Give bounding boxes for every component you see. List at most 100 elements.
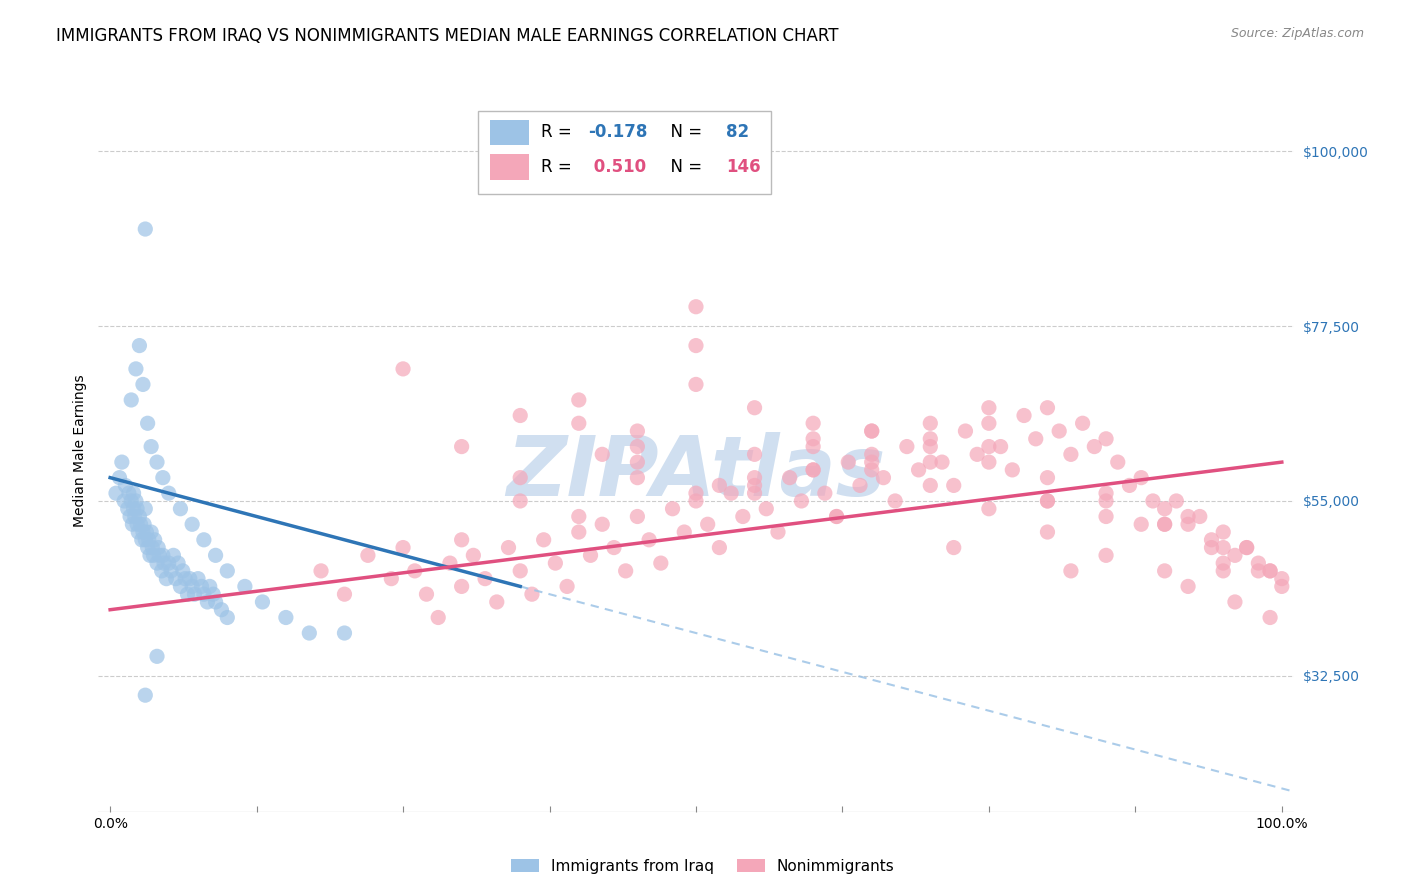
Point <box>872 470 894 484</box>
Point <box>143 533 166 547</box>
Point <box>135 524 157 539</box>
Point <box>193 587 215 601</box>
Point <box>1271 572 1294 586</box>
Point <box>568 392 591 407</box>
Text: N =: N = <box>661 158 707 176</box>
Point <box>1212 541 1234 555</box>
Point <box>127 501 149 516</box>
Point <box>1047 424 1070 438</box>
Text: IMMIGRANTS FROM IRAQ VS NONIMMIGRANTS MEDIAN MALE EARNINGS CORRELATION CHART: IMMIGRANTS FROM IRAQ VS NONIMMIGRANTS ME… <box>56 27 839 45</box>
Point <box>884 494 907 508</box>
Point <box>744 447 766 461</box>
Point <box>673 524 696 539</box>
Point <box>685 494 707 508</box>
Point <box>333 626 356 640</box>
Point <box>626 440 648 454</box>
Text: R =: R = <box>541 123 576 141</box>
Point <box>1025 432 1047 446</box>
Point <box>1258 564 1281 578</box>
Point <box>122 501 145 516</box>
Point <box>162 549 184 563</box>
Point <box>920 417 942 431</box>
Point <box>849 478 872 492</box>
Point <box>134 688 156 702</box>
Point <box>1107 455 1129 469</box>
Point <box>128 338 150 352</box>
Point <box>146 649 169 664</box>
Point <box>744 486 766 500</box>
Point <box>105 486 128 500</box>
Point <box>190 579 212 593</box>
Point <box>696 517 718 532</box>
Point <box>174 572 197 586</box>
Point <box>392 362 415 376</box>
Point <box>720 486 742 500</box>
Point <box>920 440 942 454</box>
Point <box>233 579 256 593</box>
Point <box>520 587 543 601</box>
Point <box>204 549 226 563</box>
Point <box>1095 549 1118 563</box>
Point <box>579 549 602 563</box>
Point <box>309 564 332 578</box>
Point <box>744 478 766 492</box>
Point <box>181 517 204 532</box>
Point <box>181 579 204 593</box>
Point <box>533 533 555 547</box>
Text: 146: 146 <box>725 158 761 176</box>
Point <box>801 432 824 446</box>
Point <box>1153 517 1175 532</box>
Point <box>120 392 142 407</box>
Point <box>125 362 148 376</box>
Point <box>165 572 187 586</box>
Point <box>1036 494 1059 508</box>
Text: N =: N = <box>661 123 707 141</box>
FancyBboxPatch shape <box>478 111 772 194</box>
Point <box>990 440 1012 454</box>
Point <box>814 486 837 500</box>
Point <box>544 556 567 570</box>
Point <box>118 486 141 500</box>
Point <box>204 595 226 609</box>
Point <box>1247 564 1270 578</box>
Point <box>685 300 707 314</box>
Point <box>709 478 731 492</box>
Point <box>463 549 485 563</box>
Point <box>603 541 626 555</box>
Point <box>450 579 472 593</box>
Point <box>211 603 233 617</box>
Point <box>896 440 918 454</box>
Point <box>148 541 170 555</box>
Point <box>860 424 883 438</box>
Point <box>860 424 883 438</box>
Point <box>1212 524 1234 539</box>
Point <box>1095 494 1118 508</box>
Point <box>136 541 159 555</box>
Point <box>1060 447 1083 461</box>
Point <box>179 572 201 586</box>
Point <box>427 610 450 624</box>
Point <box>157 556 180 570</box>
Point <box>801 463 824 477</box>
Point <box>439 556 461 570</box>
Point <box>142 549 165 563</box>
Point <box>509 409 531 423</box>
Point <box>955 424 977 438</box>
Point <box>1036 524 1059 539</box>
Point <box>274 610 297 624</box>
Point <box>415 587 437 601</box>
Point <box>825 509 848 524</box>
Point <box>568 417 591 431</box>
Point <box>152 549 174 563</box>
Point <box>1095 509 1118 524</box>
Point <box>121 517 143 532</box>
Point <box>141 524 163 539</box>
Text: 0.510: 0.510 <box>589 158 647 176</box>
Point <box>141 440 163 454</box>
Point <box>790 494 813 508</box>
Point <box>766 524 789 539</box>
Point <box>661 501 683 516</box>
Point <box>141 541 163 555</box>
Point <box>198 579 221 593</box>
Point <box>731 509 754 524</box>
